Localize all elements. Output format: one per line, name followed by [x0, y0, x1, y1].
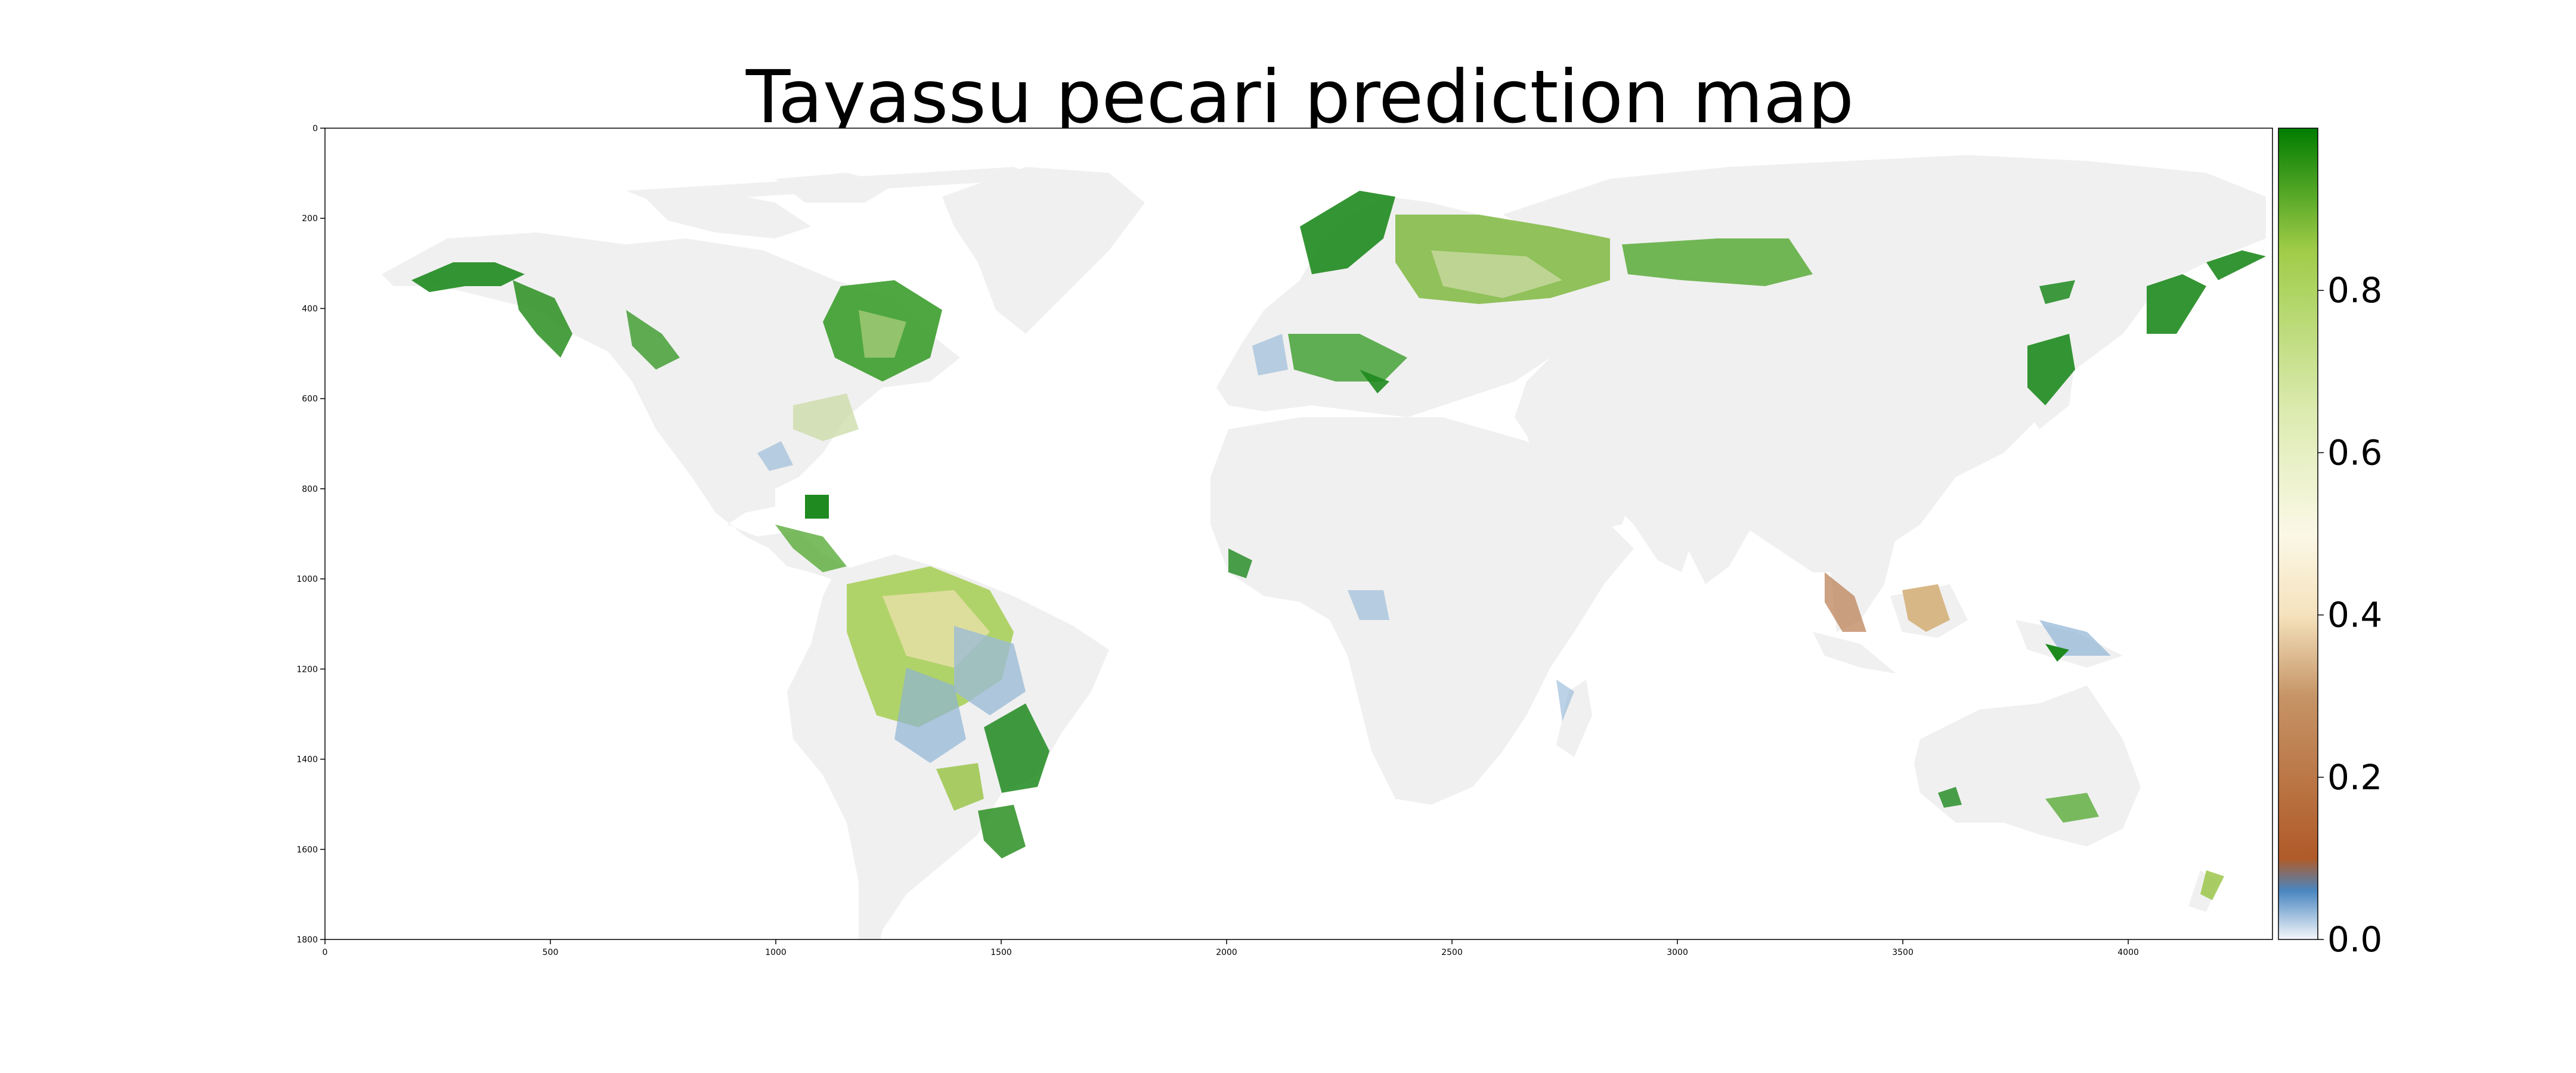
x-tick-label: 500	[543, 948, 559, 957]
y-tick-label: 1200	[296, 665, 318, 674]
y-tick-label: 1000	[296, 575, 318, 584]
colorbar-tick-label: 0.2	[2327, 757, 2382, 798]
colorbar: 0.0 0.2 0.4 0.6 0.8	[2278, 128, 2382, 960]
colorbar-tick-label: 0.4	[2327, 595, 2382, 635]
y-tick-label: 200	[302, 214, 318, 224]
prediction-overlay	[411, 191, 2266, 900]
y-tick-label: 1600	[296, 845, 318, 855]
x-tick-label: 3000	[1667, 948, 1688, 957]
colorbar-ticks: 0.0 0.2 0.4 0.6 0.8	[2318, 270, 2382, 960]
colorbar-tick-label: 0.8	[2327, 270, 2382, 311]
map-title: Tayassu pecari prediction map	[745, 55, 1854, 139]
north-america	[382, 232, 960, 584]
x-axis: 0 500 1000 1500 2000 2500 3000 3500 4000	[323, 939, 2139, 957]
y-tick-label: 800	[302, 485, 318, 494]
y-tick-label: 1400	[296, 755, 318, 765]
x-tick-label: 1500	[990, 948, 1012, 957]
x-tick-label: 1000	[765, 948, 787, 957]
x-tick-label: 2500	[1441, 948, 1463, 957]
colorbar-tick-label: 0.0	[2327, 919, 2382, 960]
map-area[interactable]	[325, 128, 2272, 1073]
x-tick-label: 3500	[1892, 948, 1914, 957]
greenland	[942, 167, 1145, 334]
y-axis: 0 200 400 600 800 1000 1200 1400 1600 1800	[296, 124, 325, 945]
arctic-islands	[644, 191, 811, 238]
colorbar-gradient	[2278, 128, 2318, 940]
x-tick-label: 2000	[1216, 948, 1237, 957]
y-tick-label: 400	[302, 304, 318, 314]
y-tick-label: 0	[312, 124, 318, 134]
africa	[1210, 417, 1634, 805]
colorbar-tick-label: 0.6	[2327, 432, 2382, 473]
madagascar	[1556, 680, 1592, 757]
india	[1676, 453, 1765, 584]
y-tick-label: 1800	[296, 935, 318, 945]
map-frame	[324, 128, 2273, 940]
y-tick-label: 600	[302, 395, 318, 404]
x-tick-label: 0	[323, 948, 328, 957]
x-tick-label: 4000	[2117, 948, 2139, 957]
